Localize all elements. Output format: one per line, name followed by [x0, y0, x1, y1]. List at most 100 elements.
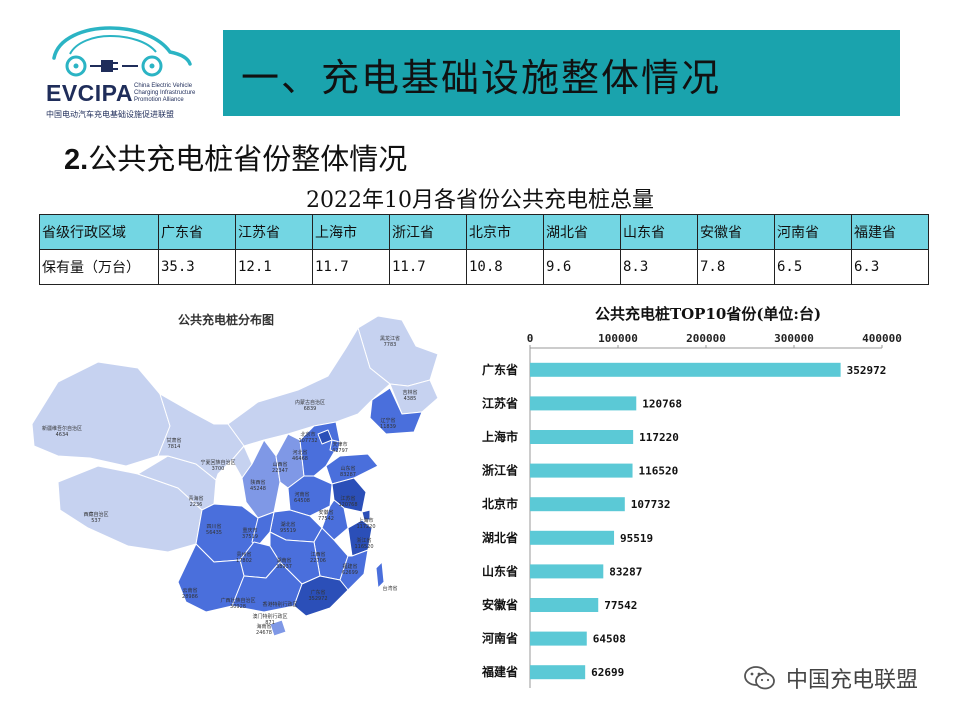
table-cell: 广东省	[158, 214, 236, 250]
map-province-value: 11839	[380, 424, 396, 430]
map-region-shaanxi	[241, 439, 281, 519]
map-province-name: 河北省	[292, 449, 307, 456]
map-province-name: 新疆维吾尔自治区	[42, 425, 82, 432]
bar	[530, 530, 615, 545]
map-province-value: 2236	[190, 502, 203, 508]
bar	[530, 362, 841, 377]
bar-value-label: 77542	[604, 599, 637, 612]
evcipa-logo: EVCIPA China Electric Vehicle Charging I…	[40, 24, 200, 122]
x-tick-label: 200000	[686, 332, 726, 345]
car-plug-logo-icon	[52, 26, 192, 77]
table-cell: 9.6	[543, 249, 621, 285]
map-region-xinjiang	[31, 361, 171, 467]
x-tick-label: 100000	[598, 332, 638, 345]
x-tick-label: 400000	[862, 332, 902, 345]
table-cell: 山东省	[620, 214, 698, 250]
map-province-value: 22706	[310, 558, 326, 564]
category-label: 山东省	[482, 563, 518, 578]
table-cell: 35.3	[158, 249, 236, 285]
map-province-value: 6839	[304, 406, 317, 412]
map-province-name: 江西省	[310, 551, 325, 558]
bar-value-label: 83287	[609, 565, 642, 578]
map-region-zhejiang	[347, 519, 373, 557]
bar	[530, 396, 637, 411]
map-province-name: 江苏省	[340, 495, 355, 502]
map-province-value: 7814	[168, 444, 181, 450]
map-province-value: 64508	[294, 498, 310, 504]
map-province-value: 17802	[236, 558, 252, 564]
bar-value-label: 64508	[593, 633, 626, 646]
map-region-gansu	[157, 393, 245, 481]
map-province-value: 7783	[384, 342, 397, 348]
map-province-value: 46468	[292, 456, 308, 462]
map-province-name: 宁夏回族自治区	[200, 459, 235, 466]
table-header-row: 省级行政区域 广东省 江苏省 上海市 浙江省 北京市 湖北省 山东省 安徽省 河…	[39, 214, 929, 250]
logo-english-text: China Electric Vehicle Charging Infrastr…	[134, 83, 204, 104]
map-province-name: 上海市	[358, 517, 373, 524]
map-province-name: 内蒙古自治区	[295, 399, 325, 406]
map-province-value: 22347	[272, 468, 288, 474]
map-province-value: 107732	[298, 438, 317, 444]
map-province-name: 西藏自治区	[83, 511, 108, 518]
category-label: 广东省	[482, 362, 518, 377]
table-cell: 11.7	[312, 249, 390, 285]
map-province-name: 北京市	[300, 431, 315, 438]
map-province-name: 湖北省	[280, 521, 295, 528]
chart-title: 公共充电桩TOP10省份(单位:台)	[594, 305, 822, 323]
map-region-chongqing	[251, 511, 275, 547]
table-cell: 8.3	[620, 249, 698, 285]
category-label: 江苏省	[482, 395, 518, 410]
map-province-value: 95519	[280, 528, 296, 534]
table-cell: 湖北省	[543, 214, 621, 250]
map-province-name: 辽宁省	[380, 417, 395, 424]
category-label: 上海市	[482, 429, 518, 444]
logo-english-line: Charging Infrastructure	[134, 90, 196, 96]
map-province-name: 澳门特别行政区	[252, 613, 287, 620]
bar-value-label: 107732	[631, 498, 671, 511]
map-province-value: 4385	[404, 396, 417, 402]
map-province-value: 30928	[230, 604, 246, 610]
table-cell: 10.8	[466, 249, 544, 285]
map-province-name: 河南省	[294, 491, 309, 498]
table-row-header: 保有量（万台）	[39, 249, 159, 285]
map-province-value: 4634	[56, 432, 69, 438]
map-province-name: 吉林省	[402, 389, 417, 396]
table-cell: 上海市	[312, 214, 390, 250]
map-province-name: 重庆市	[242, 527, 257, 534]
map-province-name: 山东省	[340, 465, 355, 472]
map-region-hainan	[269, 619, 287, 637]
map-province-name: 山西省	[272, 461, 287, 468]
map-province-value: 3700	[212, 466, 225, 472]
map-province-name: 甘肃省	[166, 437, 181, 444]
map-province-value: 24678	[256, 630, 272, 636]
map-province-value: 537	[91, 518, 101, 524]
map-province-name: 贵州省	[236, 551, 251, 558]
title-banner: 一、充电基础设施整体情况	[223, 30, 900, 116]
map-province-name: 湖南省	[276, 557, 291, 564]
logo-english-line: Promotion Alliance	[134, 97, 184, 103]
map-province-value: 42797	[332, 448, 348, 454]
bar	[530, 463, 633, 478]
map-province-value: 117220	[356, 524, 375, 530]
table-cell: 6.3	[851, 249, 929, 285]
map-province-name: 海南省	[256, 623, 271, 630]
section-subtitle-text: 公共充电桩省份整体情况	[88, 142, 408, 176]
category-label: 河南省	[481, 631, 518, 646]
section-subtitle: 2.公共充电桩省份整体情况	[64, 136, 407, 178]
map-province-name: 云南省	[182, 587, 197, 594]
table-cell: 6.5	[774, 249, 852, 285]
bar	[530, 564, 604, 579]
map-province-name: 台湾省	[382, 585, 397, 592]
table-cell: 北京市	[466, 214, 544, 250]
map-province-value: 120768	[338, 502, 357, 508]
bar-value-label: 116520	[639, 465, 679, 478]
map-province-name: 青海省	[188, 495, 203, 502]
map-province-name: 安徽省	[318, 509, 333, 516]
logo-english-line: China Electric Vehicle	[134, 83, 193, 89]
bar-value-label: 62699	[591, 666, 624, 679]
map-region-shanghai	[361, 509, 371, 521]
bar-value-label: 120768	[642, 397, 682, 410]
bar-value-label: 352972	[847, 364, 887, 377]
map-province-name: 陕西省	[250, 479, 265, 486]
map-region-neimenggu	[227, 327, 391, 447]
